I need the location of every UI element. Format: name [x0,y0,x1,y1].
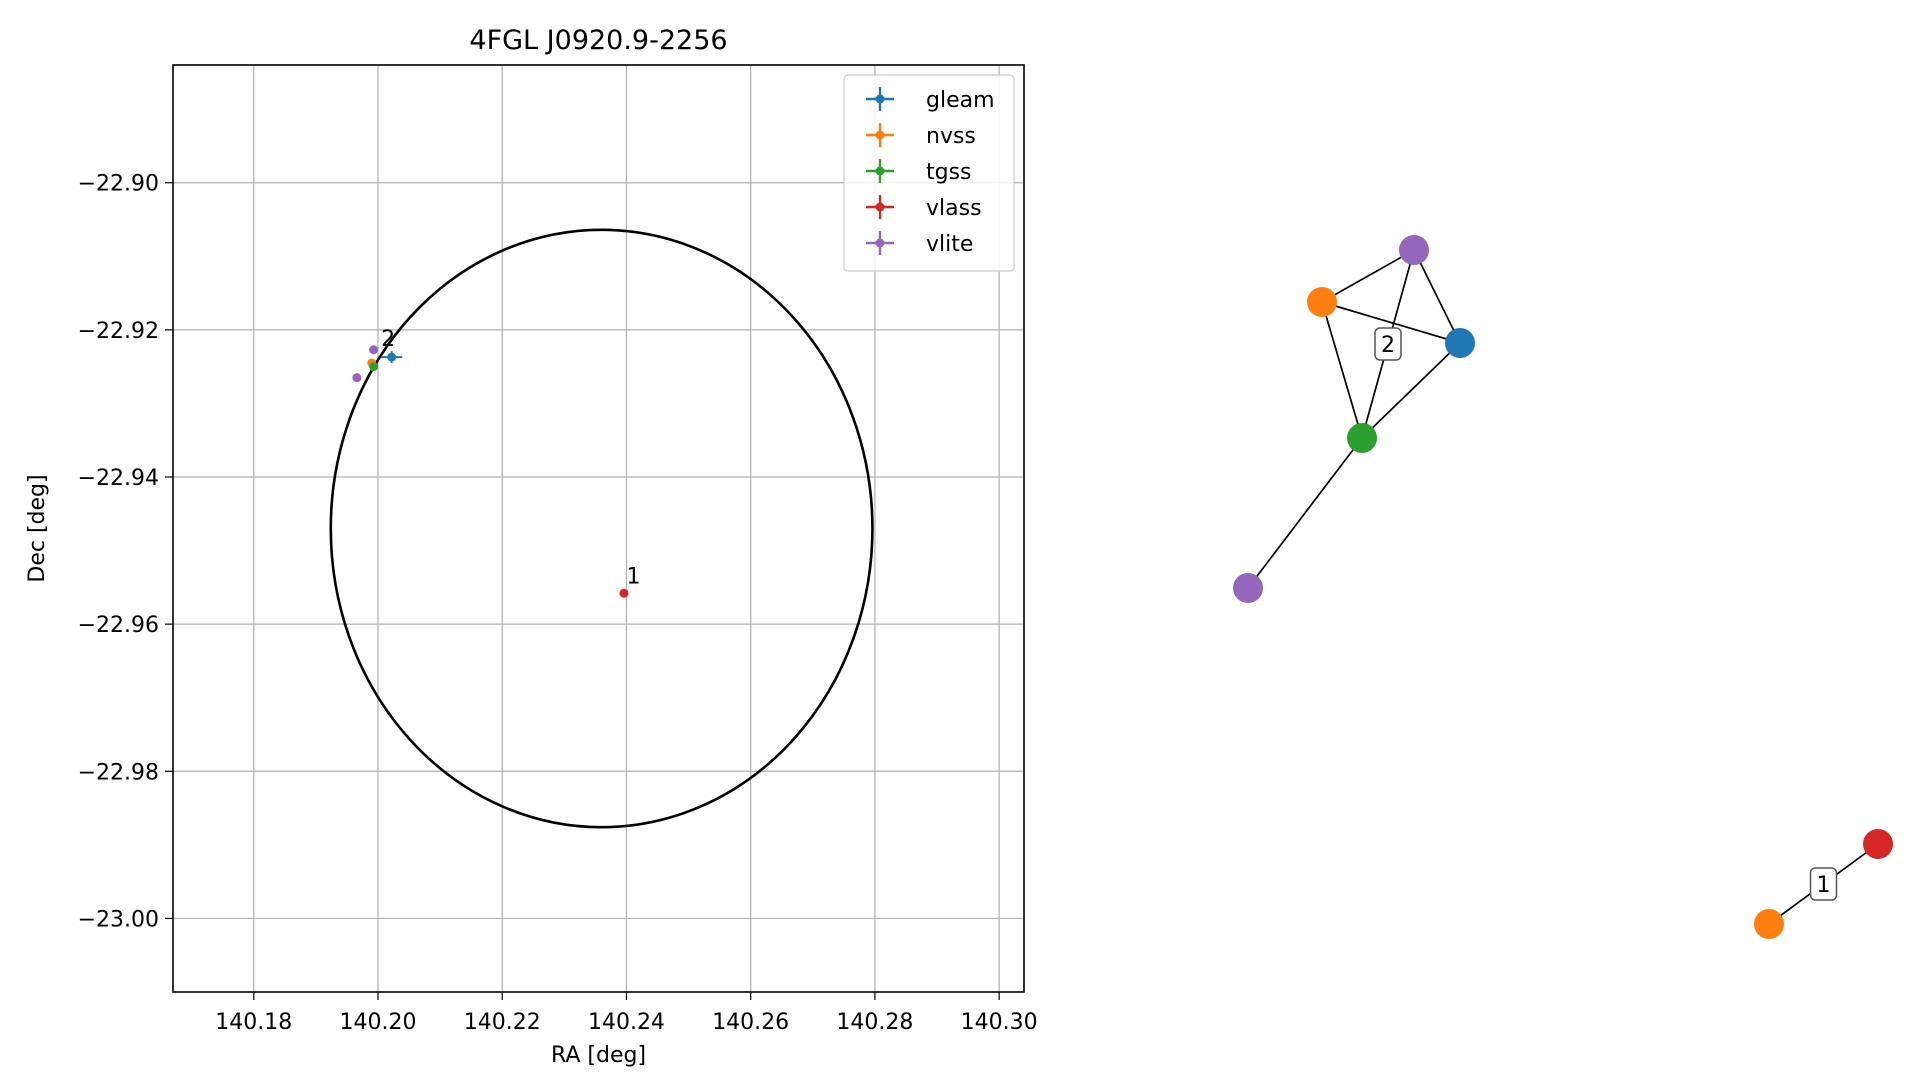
graph-node-gleam_a [1445,328,1475,358]
vlite-point [352,373,362,383]
x-tick-label: 140.26 [712,1010,789,1035]
graph-edges [1247,249,1879,925]
chart-title: 4FGL J0920.9-2256 [469,25,727,56]
cluster-annotation: 1 [626,565,640,590]
graph-edge [1321,249,1415,303]
vlass-marker [619,588,629,598]
legend-marker [875,202,885,212]
legend-entry-vlite: vlite [866,231,973,257]
graph-edge [1321,301,1461,344]
graph-node-nvss_a [1307,287,1337,317]
legend-label: gleam [926,88,995,113]
x-tick-label: 140.20 [339,1010,416,1035]
data-points-layer [352,345,629,598]
legend-entry-nvss: nvss [866,123,976,149]
cluster-annotation: 2 [381,327,395,352]
tgss-point [369,362,379,372]
annotations-layer: 12 [381,327,640,590]
legend-label: vlass [926,196,982,221]
localization-ellipse-layer [329,228,874,829]
vlass-point [619,588,629,598]
y-axis-label: Dec [deg] [25,474,50,582]
x-tick-label: 140.30 [961,1010,1038,1035]
y-tick-label: −22.92 [78,319,159,344]
x-tick-label: 140.24 [588,1010,665,1035]
legend-label: nvss [926,124,976,149]
sky-plot: 12 140.18 140.20 140.22 140.24 140.26 140.28 1… [25,25,1038,1068]
tgss-marker [369,362,379,372]
graph-node-tgss_a [1347,423,1377,453]
network-graph: 21 [1233,235,1893,939]
graph-node-nvss_b [1754,909,1784,939]
plot-frame [172,64,1025,993]
y-tick-label: −23.00 [78,907,159,932]
vlite-marker [369,345,379,355]
graph-edge [1247,437,1363,589]
graph-node-vlass_a [1863,829,1893,859]
legend-box [843,74,1015,272]
cluster-label-text: 2 [1381,333,1395,358]
x-axis-label: RA [deg] [551,1043,646,1068]
y-tick-label: −22.90 [78,172,159,197]
cluster-label-1: 1 [1809,867,1838,901]
cluster-label-text: 1 [1817,873,1831,898]
graph-node-vlite_a [1399,235,1429,265]
cluster-label-box [1809,867,1838,901]
x-axis-ticks: 140.18 140.20 140.22 140.24 140.26 140.28 140.… [215,992,1038,1035]
legend-label: tgss [926,160,972,185]
grid-lines [173,65,1024,992]
graph-nodes [1233,235,1893,939]
gleam-marker [387,352,397,362]
x-tick-label: 140.18 [215,1010,292,1035]
legend-marker [875,130,885,140]
legend-label: vlite [926,232,973,257]
graph-edge [1321,301,1363,439]
legend-entry-tgss: tgss [866,159,972,185]
legend-marker [875,94,885,104]
localization-ellipse [329,228,874,829]
x-tick-label: 140.22 [464,1010,541,1035]
legend-entry-vlass: vlass [866,195,982,221]
cluster-label-2: 2 [1374,327,1402,361]
y-axis-ticks: −22.90 −22.92 −22.94 −22.96 −22.98 −23.00 [78,172,173,932]
y-tick-label: −22.94 [78,466,159,491]
graph-edge [1413,249,1461,344]
legend: gleam nvss tgss vlass vlite [843,74,1015,272]
legend-marker [875,166,885,176]
gleam-point [381,351,403,363]
legend-entry-gleam: gleam [866,87,995,113]
graph-cluster-labels: 21 [1374,327,1838,901]
x-tick-label: 140.28 [836,1010,913,1035]
y-tick-label: −22.96 [78,613,159,638]
cluster-label-box [1374,327,1402,361]
vlite-marker [352,373,362,383]
vlite-point [369,345,379,355]
graph-edge [1361,342,1461,439]
graph-node-vlite_b [1233,573,1263,603]
legend-marker [875,238,885,248]
y-tick-label: −22.98 [78,760,159,785]
